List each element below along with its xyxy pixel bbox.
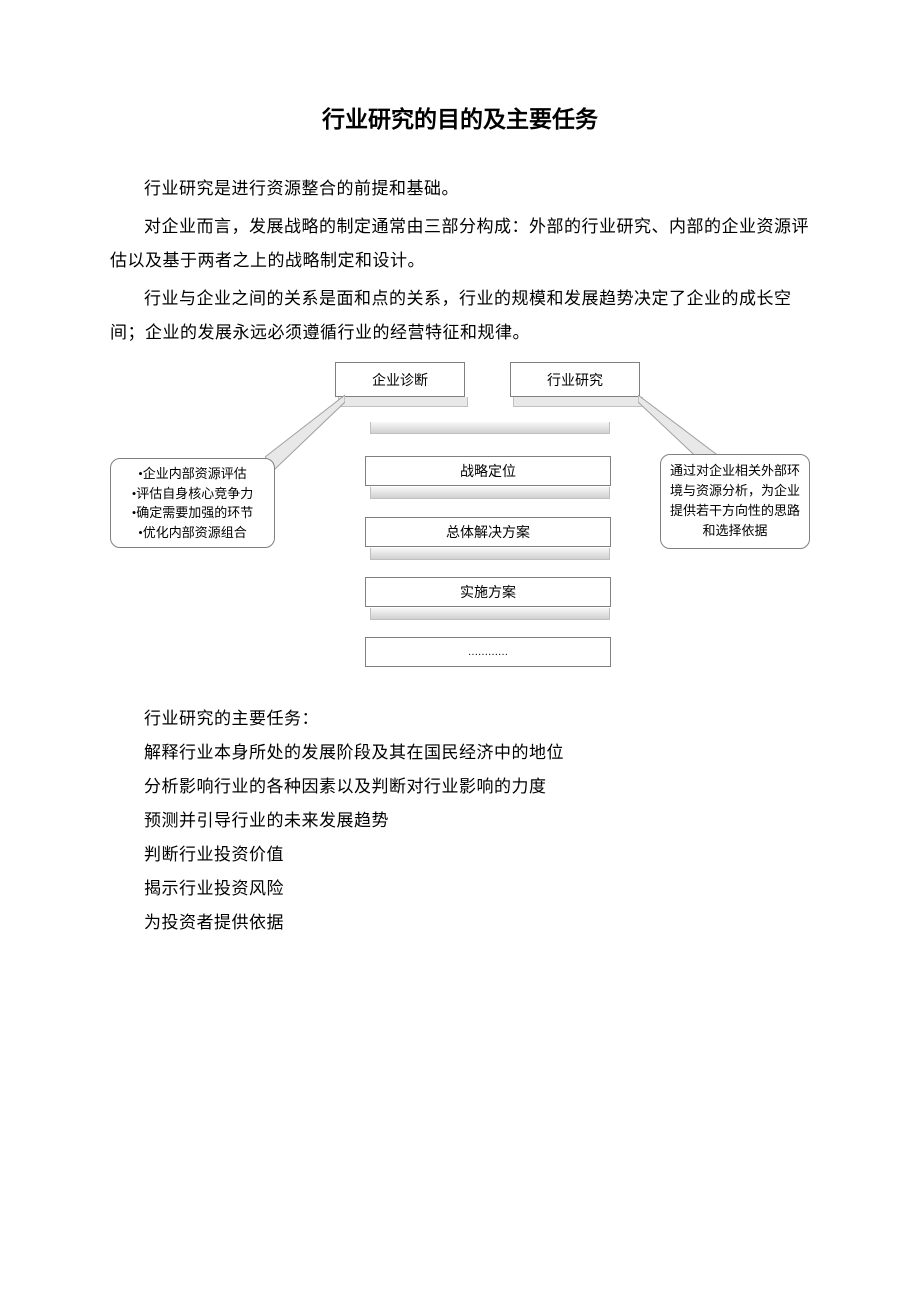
- flow-connector: [370, 422, 610, 434]
- task-item: 判断行业投资价值: [110, 838, 810, 872]
- callout-item: •优化内部资源组合: [115, 523, 270, 543]
- paragraph-3: 行业与企业之间的关系是面和点的关系，行业的规模和发展趋势决定了企业的成长空间；企…: [110, 282, 810, 350]
- task-item: 为投资者提供依据: [110, 906, 810, 940]
- tasks-heading: 行业研究的主要任务：: [110, 702, 810, 736]
- paragraph-1: 行业研究是进行资源整合的前提和基础。: [110, 172, 810, 206]
- box-more: …………: [365, 637, 611, 667]
- task-item: 揭示行业投资风险: [110, 872, 810, 906]
- flow-connector: [370, 487, 610, 499]
- box-shadow: [513, 397, 643, 407]
- box-label: 行业研究: [547, 370, 603, 390]
- box-label: 实施方案: [460, 582, 516, 602]
- callout-right: 通过对企业相关外部环境与资源分析，为企业提供若干方向性的思路和选择依据: [660, 454, 810, 549]
- callout-left: •企业内部资源评估 •评估自身核心竞争力 •确定需要加强的环节 •优化内部资源组…: [110, 458, 275, 548]
- box-label: 总体解决方案: [446, 522, 530, 542]
- box-label: 战略定位: [460, 461, 516, 481]
- task-item: 预测并引导行业的未来发展趋势: [110, 804, 810, 838]
- callout-item: •确定需要加强的环节: [115, 503, 270, 523]
- paragraph-2: 对企业而言，发展战略的制定通常由三部分构成：外部的行业研究、内部的企业资源评估以…: [110, 210, 810, 278]
- callout-item: •企业内部资源评估: [115, 464, 270, 484]
- callout-item: •评估自身核心竞争力: [115, 484, 270, 504]
- box-overall-solution: 总体解决方案: [365, 517, 611, 547]
- box-industry-research: 行业研究: [510, 362, 640, 397]
- task-item: 分析影响行业的各种因素以及判断对行业影响的力度: [110, 770, 810, 804]
- box-enterprise-diagnosis: 企业诊断: [335, 362, 465, 397]
- callout-text: 通过对企业相关外部环境与资源分析，为企业提供若干方向性的思路和选择依据: [670, 463, 800, 538]
- box-implementation: 实施方案: [365, 577, 611, 607]
- box-shadow: [338, 397, 468, 407]
- box-strategic-positioning: 战略定位: [365, 456, 611, 486]
- connector-left: [265, 392, 345, 470]
- box-label: …………: [468, 647, 508, 658]
- flow-connector: [370, 608, 610, 620]
- flowchart-diagram: 企业诊断 行业研究 战略定位 总体解决方案 实施方案 ………… •企业内部资源评…: [110, 362, 810, 692]
- page-title: 行业研究的目的及主要任务: [110, 100, 810, 134]
- flow-connector: [370, 548, 610, 560]
- task-item: 解释行业本身所处的发展阶段及其在国民经济中的地位: [110, 736, 810, 770]
- box-label: 企业诊断: [372, 370, 428, 390]
- tasks-section: 行业研究的主要任务： 解释行业本身所处的发展阶段及其在国民经济中的地位 分析影响…: [110, 702, 810, 940]
